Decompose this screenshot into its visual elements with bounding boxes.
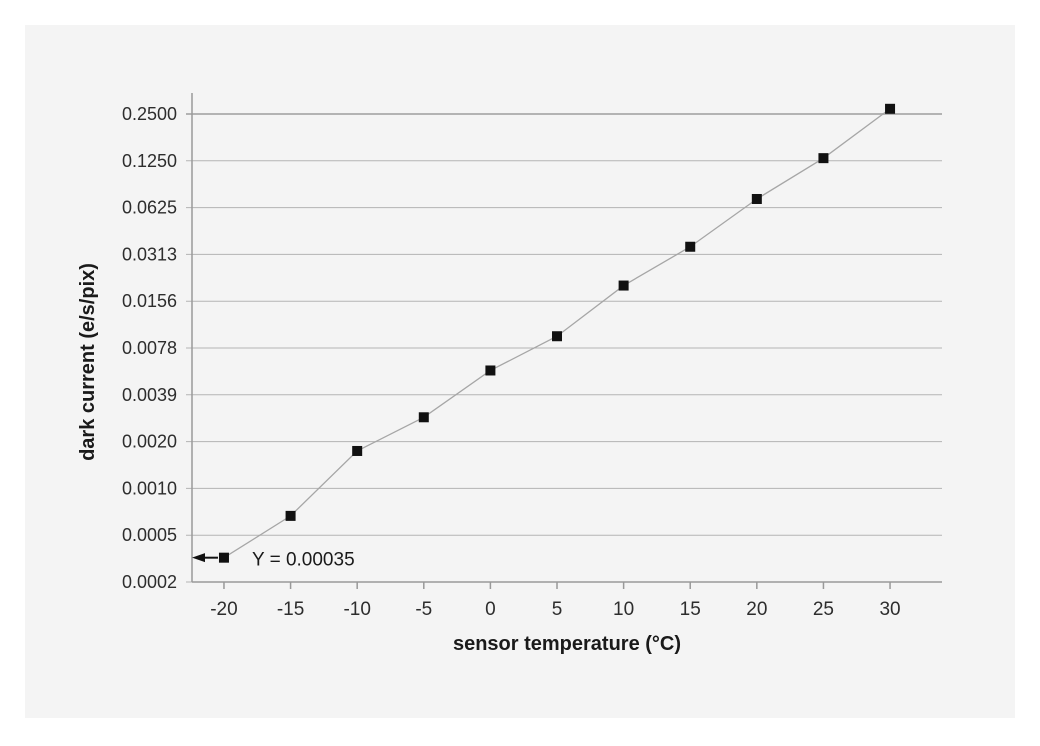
y-tick-label: 0.0039 — [122, 385, 177, 405]
chart-panel-background — [25, 25, 1015, 718]
axis-layer: -20 -15 -10 -5 0 5 10 15 20 25 30 — [191, 93, 942, 620]
data-point-marker — [751, 193, 762, 204]
series-layer — [218, 103, 896, 563]
data-point-marker — [485, 365, 496, 376]
y-tick-label: 0.2500 — [122, 104, 177, 124]
x-tick-label: 10 — [613, 599, 634, 620]
data-point-marker — [885, 103, 896, 114]
y-tick-label: 0.0002 — [122, 572, 177, 592]
data-point-marker — [285, 510, 296, 521]
x-tick-label: 20 — [746, 599, 767, 620]
data-point-marker — [685, 241, 696, 252]
annotation-arrowhead-icon — [192, 553, 205, 563]
x-tick-label: 30 — [879, 599, 900, 620]
x-tick-label: -5 — [415, 599, 432, 620]
x-tick-label: 25 — [813, 599, 834, 620]
x-tick-label: -15 — [277, 599, 304, 620]
annotation-text: Y = 0.00035 — [252, 550, 355, 571]
x-tick-label: -20 — [210, 599, 237, 620]
gridline-layer: 0.2500 0.1250 0.0625 0.0313 0.0156 0.0078 0.00… — [122, 104, 942, 592]
data-point-marker — [618, 280, 629, 291]
y-tick-label: 0.0010 — [122, 478, 177, 498]
y-axis-title: dark current (e/s/pix) — [77, 263, 99, 461]
x-tick-label: -10 — [343, 599, 370, 620]
y-tick-label: 0.0313 — [122, 244, 177, 264]
data-point-marker — [352, 445, 363, 456]
x-tick-label: 15 — [680, 599, 701, 620]
data-point-marker — [818, 153, 829, 164]
y-tick-label: 0.0625 — [122, 198, 177, 218]
data-point-marker — [418, 412, 429, 423]
y-tick-label: 0.0020 — [122, 432, 177, 452]
annotation-layer: Y = 0.00035 — [192, 550, 355, 571]
y-tick-label: 0.1250 — [122, 151, 177, 171]
x-axis-title: sensor temperature (°C) — [453, 633, 681, 655]
data-point-marker — [218, 552, 229, 563]
y-tick-label: 0.0156 — [122, 291, 177, 311]
x-tick-label: 0 — [485, 599, 496, 620]
x-tick-label: 5 — [552, 599, 563, 620]
y-tick-label: 0.0078 — [122, 338, 177, 358]
data-point-marker — [552, 331, 563, 342]
y-tick-label: 0.0005 — [122, 525, 177, 545]
